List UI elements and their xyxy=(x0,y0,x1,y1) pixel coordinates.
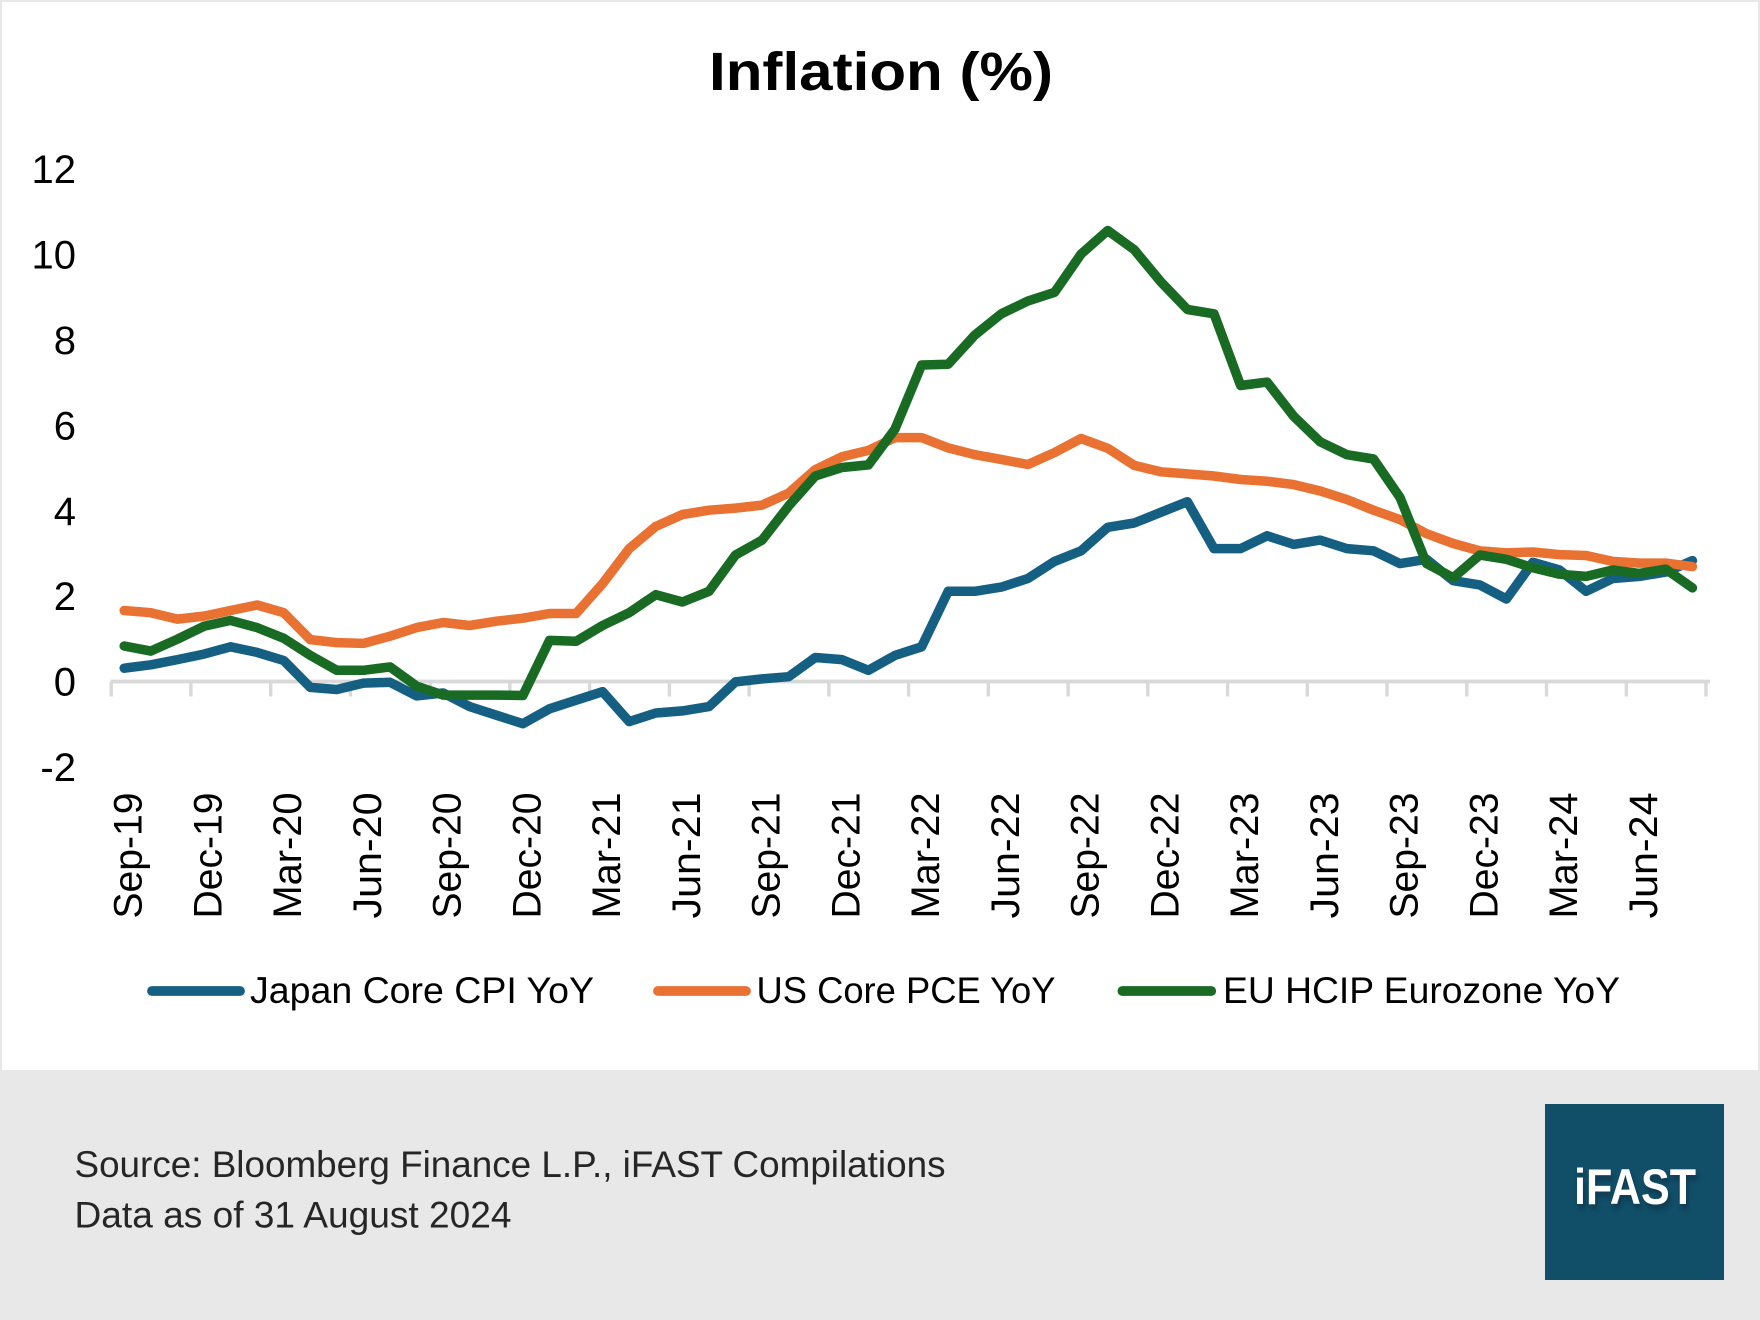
svg-text:Dec-20: Dec-20 xyxy=(505,793,549,919)
svg-text:Jun-23: Jun-23 xyxy=(1303,793,1347,919)
svg-text:Sep-21: Sep-21 xyxy=(745,793,789,919)
svg-text:Dec-22: Dec-22 xyxy=(1143,793,1187,919)
svg-text:Jun-24: Jun-24 xyxy=(1622,793,1666,919)
svg-text:8: 8 xyxy=(54,319,76,363)
svg-text:6: 6 xyxy=(54,404,76,448)
svg-text:12: 12 xyxy=(32,148,77,192)
svg-text:US Core PCE YoY: US Core PCE YoY xyxy=(757,970,1056,1011)
svg-text:Jun-21: Jun-21 xyxy=(665,793,709,919)
svg-text:Mar-22: Mar-22 xyxy=(904,793,948,919)
svg-text:EU HCIP Eurozone YoY: EU HCIP Eurozone YoY xyxy=(1223,970,1620,1011)
svg-text:Data as of 31 August 2024: Data as of 31 August 2024 xyxy=(75,1195,512,1236)
svg-text:Jun-20: Jun-20 xyxy=(346,793,390,919)
svg-text:Sep-22: Sep-22 xyxy=(1064,793,1108,919)
svg-text:Sep-19: Sep-19 xyxy=(107,793,151,919)
svg-text:10: 10 xyxy=(32,234,77,278)
svg-text:iFAST: iFAST xyxy=(1574,1159,1696,1215)
svg-text:2: 2 xyxy=(54,575,76,619)
svg-text:Source: Bloomberg Finance L.P.: Source: Bloomberg Finance L.P., iFAST Co… xyxy=(75,1144,946,1185)
svg-text:Sep-20: Sep-20 xyxy=(426,793,470,919)
svg-text:Mar-20: Mar-20 xyxy=(266,793,310,919)
svg-text:0: 0 xyxy=(54,661,76,705)
svg-text:iFAST: iFAST xyxy=(1576,1164,1698,1220)
svg-text:Dec-23: Dec-23 xyxy=(1462,793,1506,919)
svg-text:Mar-23: Mar-23 xyxy=(1223,793,1267,919)
svg-text:Mar-21: Mar-21 xyxy=(585,793,629,919)
svg-text:4: 4 xyxy=(54,490,76,534)
svg-text:Japan Core CPI YoY: Japan Core CPI YoY xyxy=(250,970,594,1011)
svg-text:Jun-22: Jun-22 xyxy=(984,793,1028,919)
svg-text:Sep-23: Sep-23 xyxy=(1383,793,1427,919)
svg-text:-2: -2 xyxy=(40,746,76,790)
svg-text:Inflation (%): Inflation (%) xyxy=(709,42,1053,102)
svg-text:Mar-24: Mar-24 xyxy=(1542,793,1586,919)
svg-text:Dec-19: Dec-19 xyxy=(186,793,230,919)
svg-text:Dec-21: Dec-21 xyxy=(824,793,868,919)
